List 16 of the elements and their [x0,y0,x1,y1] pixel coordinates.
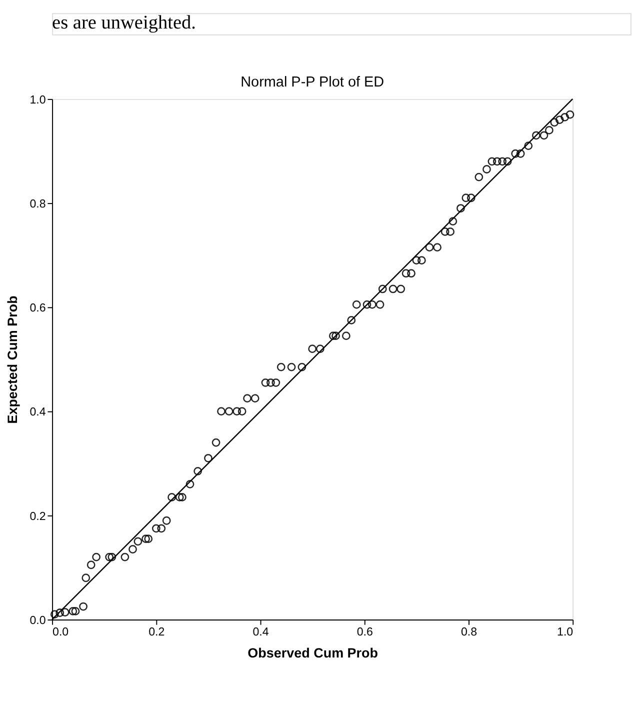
x-tick-label: 0.0 [52,626,69,638]
y-tick-label: 0.6 [30,302,46,315]
y-tick-label: 1.0 [30,94,46,106]
text: es are unweighted. [52,12,196,34]
x-tick-label: 0.2 [148,626,165,638]
chart-title: Normal P-P Plot of ED [240,74,384,90]
y-axis-title: Expected Cum Prob [5,296,20,424]
x-tick-label: 0.4 [252,626,270,638]
y-tick-label: 0.8 [30,198,46,210]
x-tick-label: 1.0 [557,626,574,638]
x-axis-title: Observed Cum Prob [248,646,378,661]
y-tick-label: 0.2 [30,510,46,523]
y-tick-label: 0.0 [30,614,46,627]
x-tick-label: 0.8 [460,626,478,638]
y-tick-label: 0.4 [30,406,46,419]
x-tick-label: 0.6 [356,626,373,638]
